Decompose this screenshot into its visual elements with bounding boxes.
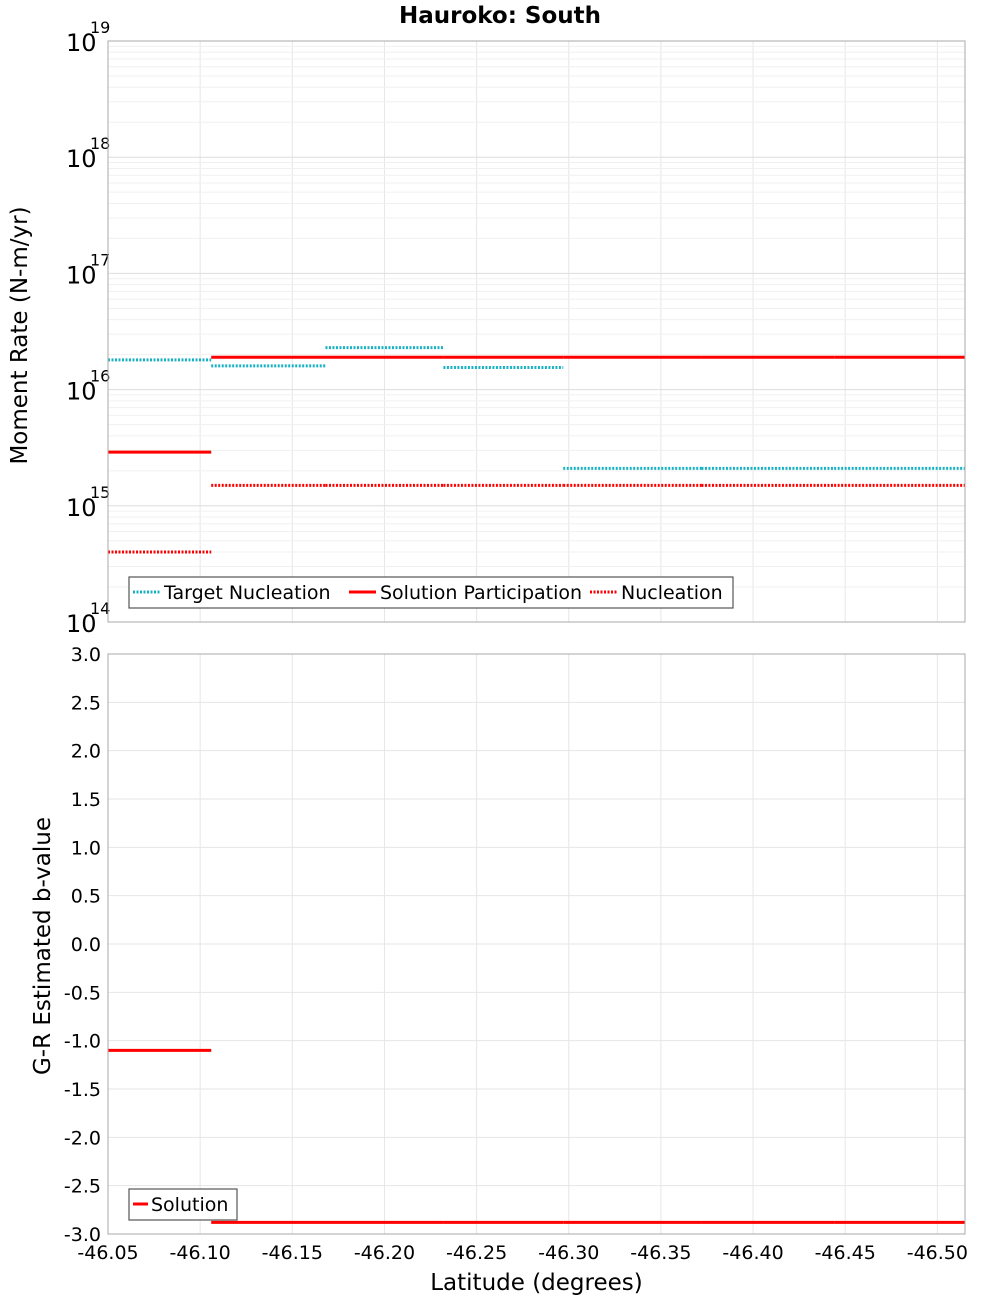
y-tick-base: 10: [66, 29, 97, 57]
top-gridlines: [107, 40, 965, 623]
y-tick-label-bottom: 1.5: [71, 789, 101, 811]
top-y-axis-title: Moment Rate (N-m/yr): [7, 206, 33, 464]
y-tick-base: 10: [66, 145, 97, 173]
x-tick-label: -46.40: [722, 1242, 783, 1264]
y-tick-exponent: 18: [90, 134, 110, 153]
series-solution-participation: [108, 355, 965, 454]
y-tick-base: 10: [66, 610, 97, 638]
y-tick-label-bottom: -2.0: [64, 1127, 101, 1149]
x-tick-label: -46.50: [907, 1242, 968, 1264]
bottom-legend: Solution: [128, 1188, 238, 1221]
y-tick-exponent: 14: [90, 599, 110, 618]
y-tick-label-bottom: -3.0: [64, 1224, 101, 1246]
x-axis-title: Latitude (degrees): [430, 1270, 643, 1296]
y-tick-label-bottom: 2.0: [71, 741, 101, 763]
y-tick-label-bottom: 2.5: [71, 692, 101, 714]
y-tick-base: 10: [66, 378, 97, 406]
legend-label: Nucleation: [621, 582, 723, 604]
x-tick-label: -46.20: [354, 1242, 415, 1264]
y-tick-label-bottom: 0.5: [71, 886, 101, 908]
x-tick-label: -46.30: [538, 1242, 599, 1264]
legend-label: Solution: [151, 1194, 228, 1216]
legend-box: [128, 576, 734, 609]
y-tick-label-bottom: -0.5: [64, 982, 101, 1004]
x-tick-label: -46.25: [446, 1242, 507, 1264]
y-tick-label-bottom: 1.0: [71, 837, 101, 859]
bottom-plot-border: [107, 653, 966, 1235]
top-plot-background: [108, 41, 965, 622]
y-tick-exponent: 15: [90, 483, 110, 502]
top-legend: Target Nucleation Solution Participation N…: [128, 576, 734, 609]
y-tick-label-bottom: -1.5: [64, 1079, 101, 1101]
series-nucleation: [108, 483, 965, 554]
x-tick-label: -46.45: [815, 1242, 876, 1264]
series-solution: [108, 1048, 965, 1224]
chart-title: Hauroko: South: [399, 3, 601, 29]
x-tick-label: -46.35: [630, 1242, 691, 1264]
bottom-y-axis-title: G-R Estimated b-value: [30, 817, 56, 1075]
legend-label: Target Nucleation: [163, 582, 331, 604]
y-tick-base: 10: [66, 261, 97, 289]
x-tick-label: -46.05: [77, 1242, 138, 1264]
series-target-nucleation: [108, 346, 965, 470]
y-tick-label-bottom: 0.0: [71, 934, 101, 956]
x-tick-label: -46.15: [262, 1242, 323, 1264]
x-tick-label: -46.10: [170, 1242, 231, 1264]
top-plot-border: [107, 40, 966, 623]
legend-label: Solution Participation: [380, 582, 582, 604]
y-tick-label-bottom: 3.0: [71, 644, 101, 666]
y-tick-exponent: 19: [90, 18, 110, 37]
y-tick-exponent: 17: [90, 250, 110, 269]
y-tick-base: 10: [66, 494, 97, 522]
y-tick-label-bottom: -2.5: [64, 1176, 101, 1198]
y-tick-label-bottom: -1.0: [64, 1031, 101, 1053]
y-tick-exponent: 16: [90, 367, 110, 386]
